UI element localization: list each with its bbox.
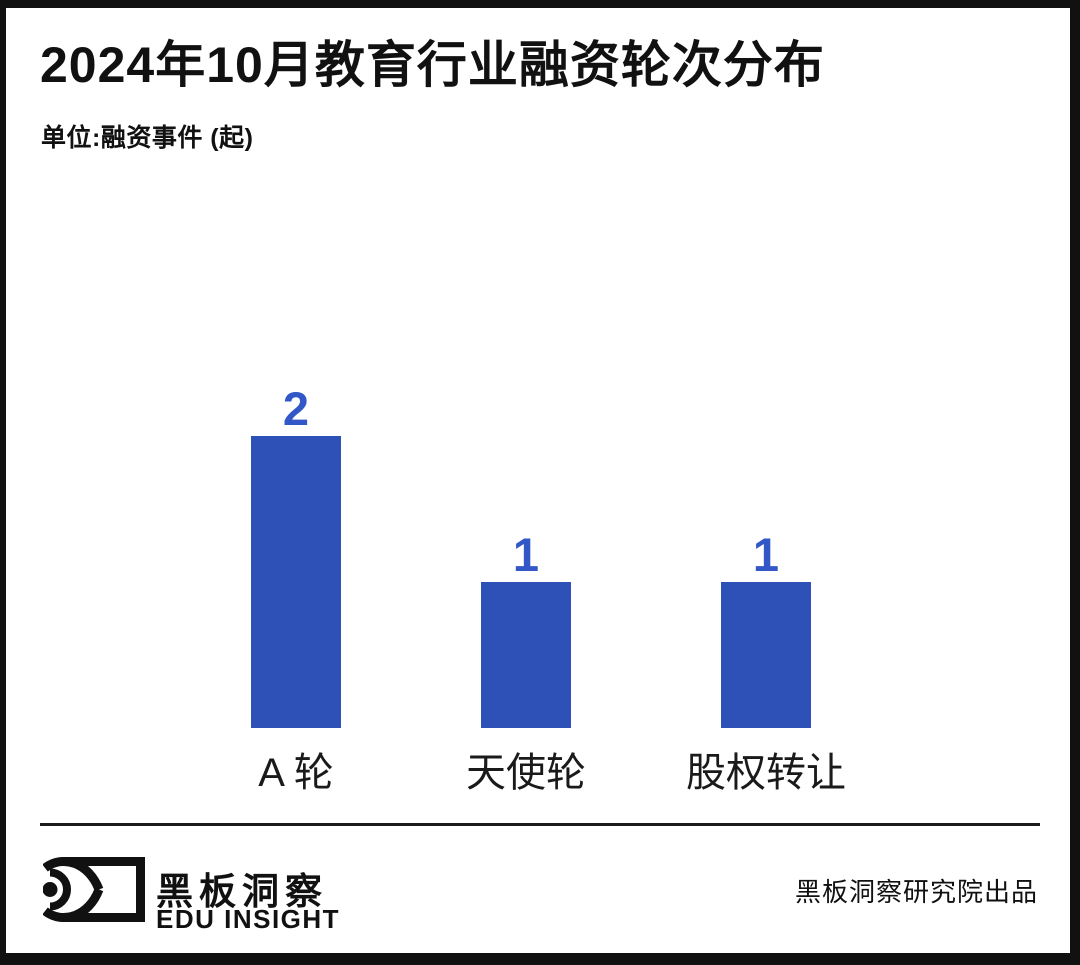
page-title: 2024年10月教育行业融资轮次分布 (40, 37, 825, 93)
bar-group-equity-transfer: 1 股权转让 (666, 528, 866, 795)
category-label: A 轮 (258, 751, 334, 795)
eye-in-frame-icon (43, 857, 145, 922)
credit-text: 黑板洞察研究院出品 (794, 877, 1038, 907)
value-label: 1 (752, 528, 780, 581)
value-label: 1 (512, 528, 540, 581)
bar (481, 582, 571, 728)
category-label: 天使轮 (466, 751, 586, 795)
unit-label: 单位:融资事件 (起) (41, 124, 254, 152)
bar-group-a-round: 2 A 轮 (196, 382, 396, 795)
bar-chart: 2 A 轮 1 天使轮 1 股权转让 (6, 8, 1070, 795)
value-label: 2 (282, 382, 310, 435)
category-label: 股权转让 (686, 751, 846, 795)
bar (251, 436, 341, 728)
brand-name-en: EDU INSIGHT (156, 904, 341, 934)
bar-group-angel-round: 1 天使轮 (426, 528, 626, 795)
brand-name-cn: 黑板洞察 (156, 871, 328, 912)
footer-divider (40, 823, 1040, 826)
bar (721, 582, 811, 728)
